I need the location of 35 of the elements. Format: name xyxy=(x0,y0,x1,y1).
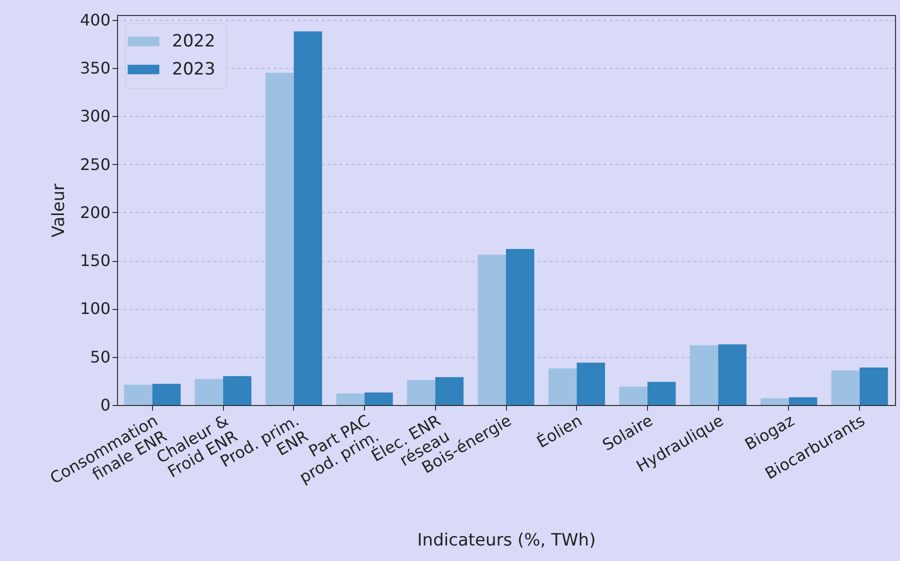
bar xyxy=(336,393,365,405)
bar xyxy=(124,384,152,405)
bar xyxy=(364,392,393,405)
y-tick-label: 0 xyxy=(100,396,110,414)
bar xyxy=(647,382,676,405)
y-tick-label: 50 xyxy=(90,347,110,366)
bar xyxy=(760,398,789,405)
bar xyxy=(435,377,464,405)
bar xyxy=(478,254,506,405)
bar xyxy=(576,362,606,405)
bar xyxy=(266,72,294,405)
bar xyxy=(194,379,224,405)
x-axis-title: Indicateurs (%, TWh) xyxy=(417,530,596,550)
bar xyxy=(860,367,888,405)
bar xyxy=(548,368,577,405)
bar xyxy=(831,370,860,405)
y-tick-label: 100 xyxy=(80,299,110,318)
bar xyxy=(718,344,746,405)
y-tick-label: 400 xyxy=(80,10,110,30)
bar xyxy=(152,384,181,405)
y-tick-label: 350 xyxy=(80,58,110,78)
bar xyxy=(294,31,322,405)
legend-label: 2023 xyxy=(172,60,216,80)
y-tick-label: 150 xyxy=(80,251,110,270)
y-tick-label: 200 xyxy=(80,202,110,222)
legend-label: 2022 xyxy=(172,32,216,52)
bar xyxy=(619,386,648,405)
bar xyxy=(788,397,818,405)
y-tick-label: 250 xyxy=(80,154,110,174)
bar xyxy=(406,380,436,405)
bar xyxy=(506,249,534,405)
y-tick-label: 300 xyxy=(80,106,110,126)
bar xyxy=(690,345,718,405)
bar xyxy=(223,376,252,405)
y-axis-title: Valeur xyxy=(48,184,69,238)
